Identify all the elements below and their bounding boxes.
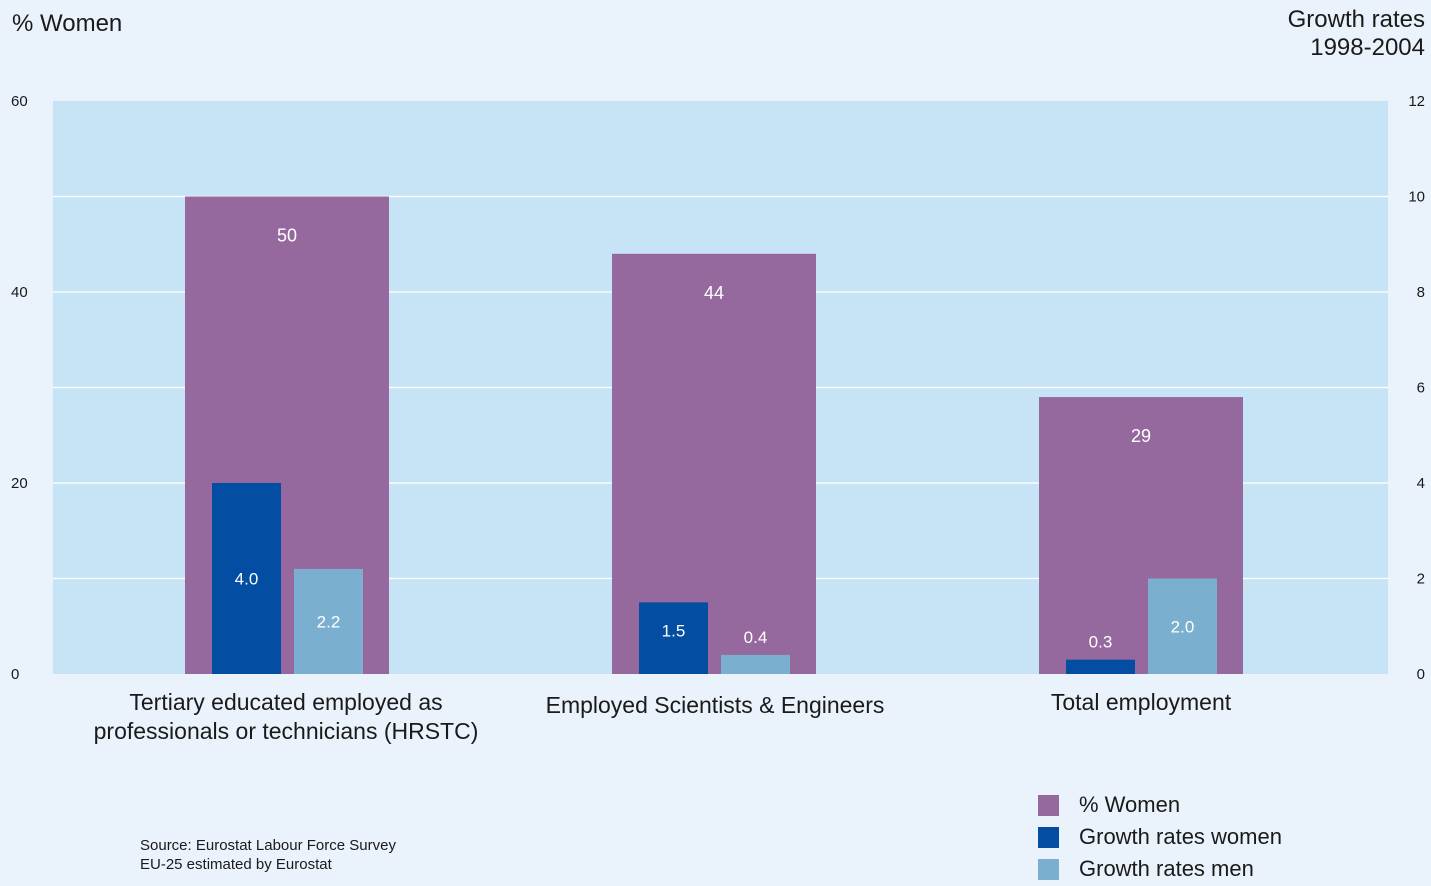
growth-women-label: 1.5 — [662, 621, 686, 640]
growth-women-bar — [639, 602, 708, 674]
category-label-scientists-line1: Employed Scientists & Engineers — [545, 692, 885, 718]
left-tick-label: 40 — [11, 284, 28, 301]
growth-men-label: 2.2 — [317, 612, 341, 631]
right-tick-label: 8 — [1417, 284, 1425, 301]
left-axis-title: % Women — [12, 10, 123, 37]
category-label-hrstc-line2: professionals or technicians (HRSTC) — [93, 718, 479, 744]
growth-men-label: 0.4 — [744, 628, 768, 647]
legend-swatch-growth-men — [1038, 858, 1059, 880]
category-label-total: Total employment — [941, 688, 1341, 717]
women-share-label: 29 — [1131, 426, 1151, 446]
right-tick-label: 0 — [1417, 666, 1425, 683]
right-axis-title: Growth rates 1998-2004 — [1288, 6, 1425, 62]
legend-item-women-share: % Women — [1038, 790, 1282, 820]
source-line-2: EU-25 estimated by Eurostat — [140, 856, 332, 873]
growth-men-bar — [1148, 578, 1217, 674]
legend: % Women Growth rates women Growth rates … — [1038, 790, 1282, 886]
growth-women-bar — [1066, 659, 1135, 674]
legend-swatch-growth-women — [1038, 826, 1059, 848]
source-line-1: Source: Eurostat Labour Force Survey — [140, 837, 396, 854]
category-label-scientists: Employed Scientists & Engineers — [515, 691, 915, 720]
legend-label-growth-men: Growth rates men — [1079, 856, 1254, 881]
right-axis-title-line2: 1998-2004 — [1310, 34, 1425, 61]
growth-women-bar — [212, 483, 281, 674]
growth-men-label: 2.0 — [1171, 617, 1195, 636]
left-tick-label: 0 — [11, 666, 19, 683]
right-tick-label: 12 — [1408, 93, 1425, 110]
category-label-hrstc: Tertiary educated employed as profession… — [86, 688, 486, 746]
legend-item-growth-men: Growth rates men — [1038, 854, 1282, 884]
legend-item-growth-women: Growth rates women — [1038, 822, 1282, 852]
source-note: Source: Eurostat Labour Force Survey EU-… — [140, 836, 396, 874]
category-label-hrstc-line1: Tertiary educated employed as — [129, 689, 443, 715]
growth-men-bar — [721, 654, 790, 674]
right-axis-title-line1: Growth rates — [1287, 6, 1425, 33]
right-tick-label: 6 — [1417, 380, 1425, 397]
growth-women-label: 0.3 — [1089, 633, 1113, 652]
right-tick-label: 2 — [1417, 571, 1425, 588]
right-tick-label: 4 — [1417, 475, 1425, 492]
women-share-label: 44 — [704, 283, 724, 303]
category-label-total-line1: Total employment — [1050, 689, 1232, 715]
legend-label-growth-women: Growth rates women — [1079, 824, 1282, 849]
women-share-label: 50 — [277, 226, 297, 246]
left-tick-label: 60 — [11, 93, 28, 110]
growth-women-label: 4.0 — [235, 570, 259, 589]
left-tick-label: 20 — [11, 475, 28, 492]
right-tick-label: 10 — [1408, 189, 1425, 206]
legend-swatch-women-share — [1038, 794, 1059, 816]
growth-men-bar — [294, 568, 363, 674]
legend-label-women-share: % Women — [1079, 792, 1181, 817]
